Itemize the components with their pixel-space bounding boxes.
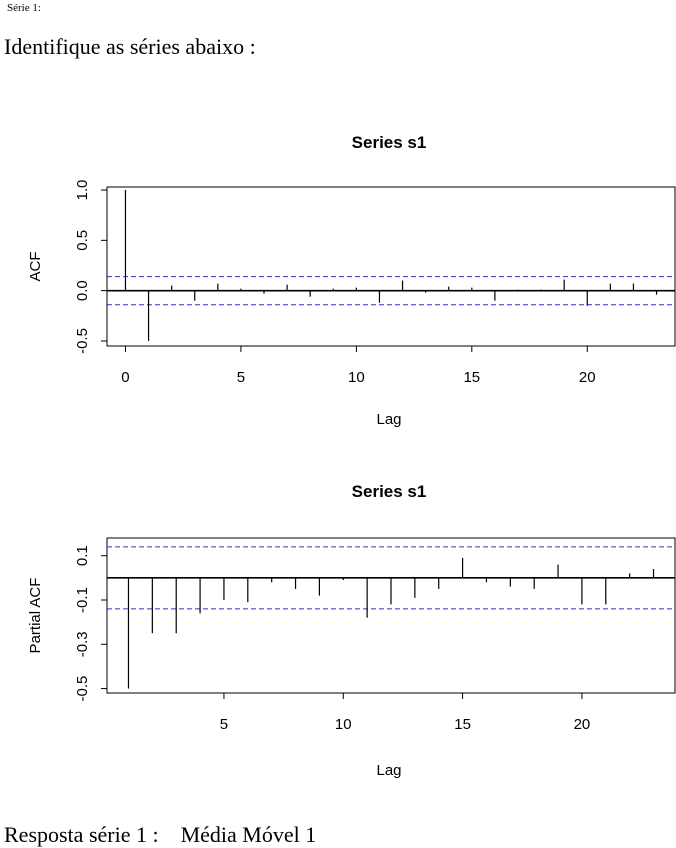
chart-1: Series s1 0 5 10 15 20 -0.5 0.0 0.5 1.0 Lag ACF (27, 133, 676, 428)
y-tick-label: -0.5 (74, 676, 91, 702)
x-tick-label: 15 (454, 716, 471, 733)
plot-frame (106, 186, 676, 347)
x-tick-label: 10 (335, 716, 352, 733)
y-tick-label: -0.3 (74, 631, 91, 657)
chart-2: Series s1 5 10 15 20 -0.5 -0.3 -0.1 0.1 Lag Partia… (27, 482, 676, 779)
chart-title: Series s1 (352, 482, 427, 501)
x-tick-label: 15 (463, 369, 480, 386)
x-tick-label: 10 (348, 369, 365, 386)
series-label: Série 1: (7, 2, 41, 14)
y-axis-label: ACF (27, 252, 44, 282)
x-axis-label: Lag (376, 411, 401, 428)
instruction-heading: Identifique as séries abaixo : (4, 34, 256, 59)
x-axis-label: Lag (376, 762, 401, 779)
y-tick-label: -0.1 (74, 587, 91, 613)
chart-title: Series s1 (352, 133, 427, 152)
y-tick-label: 1.0 (74, 180, 91, 201)
x-tick-label: 20 (579, 369, 596, 386)
y-tick-label: -0.5 (74, 328, 91, 354)
answer-label: Resposta série 1 : (4, 822, 159, 847)
answer-line: Resposta série 1 : Média Móvel 1 (4, 822, 316, 848)
x-tick-label: 5 (220, 716, 228, 733)
x-tick-label: 5 (237, 369, 245, 386)
y-axis-label: Partial ACF (27, 578, 44, 654)
y-tick-label: 0.1 (74, 545, 91, 566)
y-tick-label: 0.5 (74, 230, 91, 251)
answer-spacer (159, 822, 181, 847)
y-tick-label: 0.0 (74, 280, 91, 301)
x-tick-label: 20 (574, 716, 591, 733)
plot-frame (106, 537, 676, 694)
answer-value: Média Móvel 1 (180, 822, 317, 847)
x-tick-label: 0 (121, 369, 129, 386)
